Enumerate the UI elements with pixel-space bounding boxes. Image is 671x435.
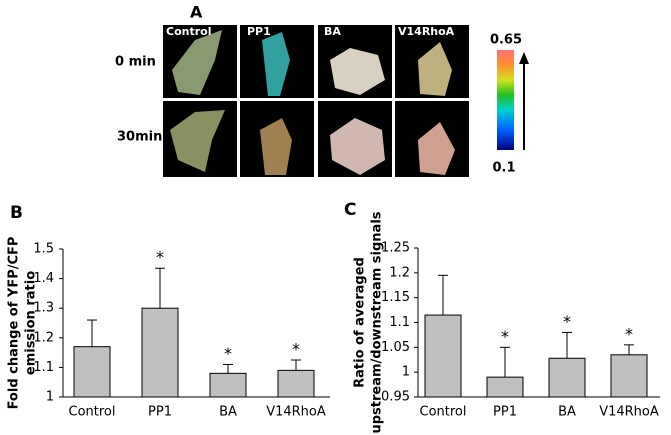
- bar: [610, 354, 648, 398]
- column-label: V14RhoA: [398, 25, 455, 38]
- y-tick-label: 1.1: [33, 360, 54, 375]
- significance: *: [625, 324, 633, 343]
- image-grid: [163, 25, 469, 177]
- colorbar-min: 0.1: [492, 161, 515, 176]
- y-axis-label: Ratio of averaged: [353, 257, 368, 388]
- row-label: 0 min: [115, 55, 156, 70]
- y-tick-label: 1.15: [381, 290, 410, 305]
- y-axis-label: emission ratio: [24, 271, 39, 375]
- colorbar-max: 0.65: [490, 33, 522, 48]
- panel-label: B: [10, 203, 23, 223]
- x-tick-label: V14RhoA: [266, 405, 326, 420]
- bar: [209, 372, 247, 398]
- column-label: PP1: [247, 25, 271, 38]
- significance: *: [156, 248, 164, 267]
- x-tick-label: PP1: [493, 405, 517, 420]
- y-tick-label: 1.05: [381, 340, 410, 355]
- y-tick-label: 1.3: [33, 301, 54, 316]
- y-tick-label: 1.4: [33, 271, 54, 286]
- bar: [73, 346, 111, 398]
- bar: [548, 357, 586, 398]
- y-axis-label: upstream/downstream signals: [370, 211, 385, 433]
- y-tick-label: 1: [402, 365, 410, 380]
- column-label: Control: [166, 25, 211, 38]
- bar: [486, 376, 524, 398]
- significance: *: [292, 340, 300, 359]
- bar: [277, 369, 315, 398]
- y-tick-label: 1.5: [33, 242, 54, 257]
- x-tick-label: Control: [420, 405, 467, 420]
- y-tick-label: 1.1: [389, 315, 410, 330]
- significance: *: [501, 327, 509, 346]
- arrow: [519, 52, 529, 150]
- column-label: BA: [324, 25, 341, 38]
- bar: [141, 307, 179, 398]
- x-tick-label: V14RhoA: [599, 405, 659, 420]
- bar: [424, 314, 462, 398]
- y-tick-label: 0.95: [381, 390, 410, 405]
- y-tick-label: 1: [46, 390, 54, 405]
- colorbar: [497, 50, 514, 150]
- x-tick-label: BA: [219, 405, 237, 420]
- x-tick-label: Control: [69, 405, 116, 420]
- panel-label: A: [190, 3, 203, 22]
- significance: *: [224, 344, 232, 363]
- significance: *: [563, 312, 571, 331]
- x-tick-label: BA: [558, 405, 576, 420]
- y-axis-label: Fold change of YFP/CFP: [7, 237, 22, 410]
- y-tick-label: 1.2: [33, 330, 54, 345]
- x-tick-label: PP1: [148, 405, 172, 420]
- y-tick-label: 1.2: [389, 265, 410, 280]
- y-tick-label: 1.25: [381, 241, 410, 256]
- panel-label: C: [344, 200, 356, 220]
- row-label: 30min: [117, 130, 162, 145]
